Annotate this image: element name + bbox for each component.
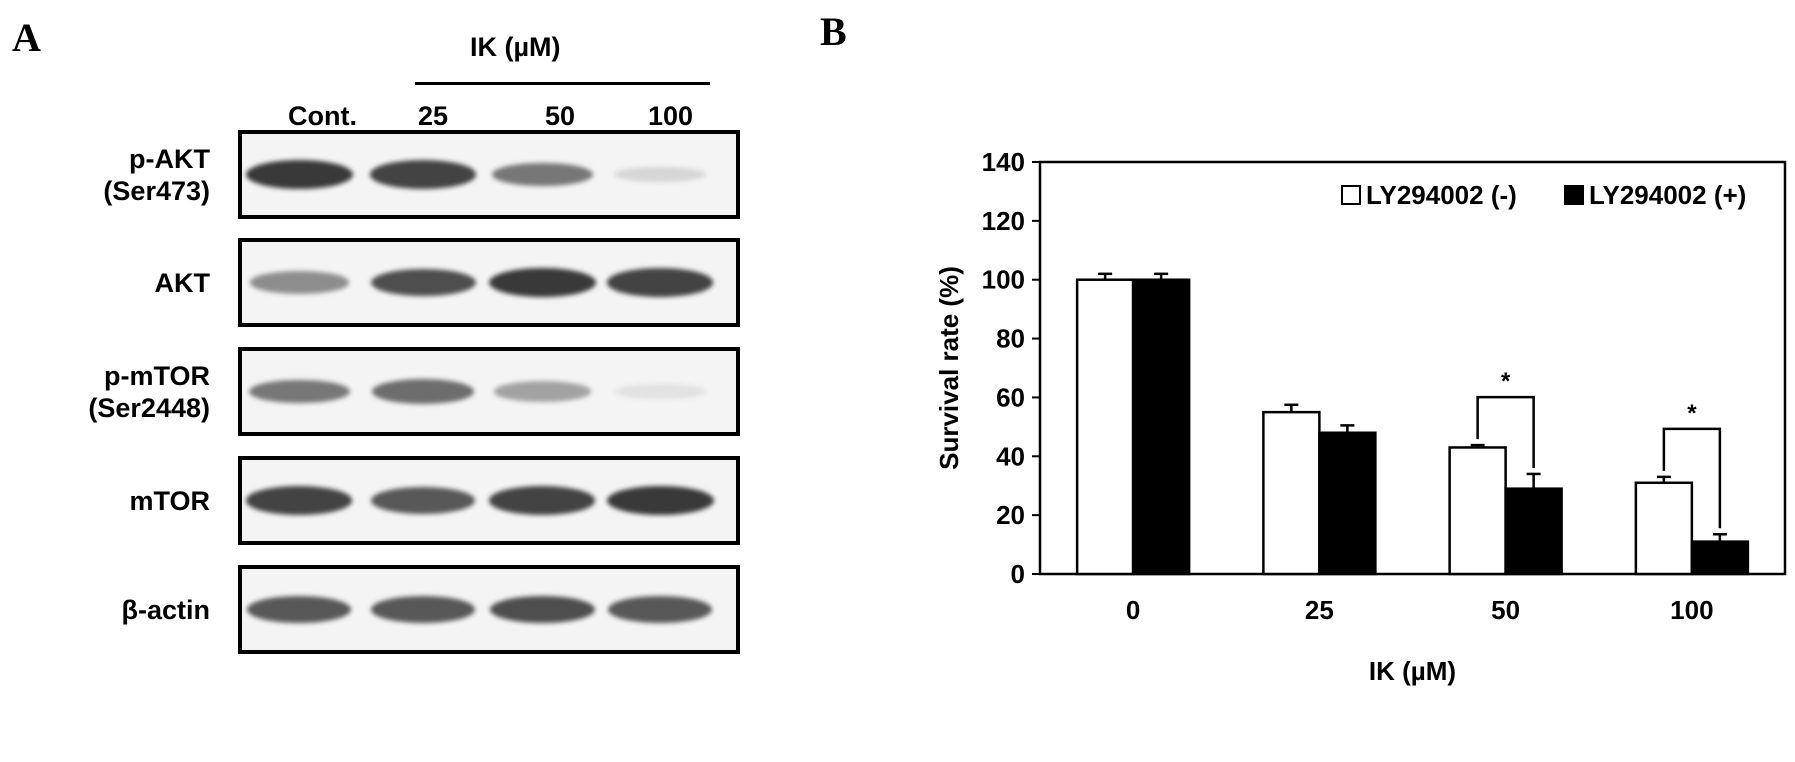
significance-star: * — [1501, 368, 1511, 395]
treatment-bracket-line — [415, 82, 710, 85]
x-axis-label: IK (µM) — [1369, 656, 1456, 686]
blot-row-label-line: (Ser2448) — [88, 392, 210, 423]
lane-label: 100 — [648, 101, 694, 131]
blot-band — [371, 487, 475, 514]
blot-row-label-line: (Ser473) — [103, 175, 210, 206]
significance-star: * — [1687, 400, 1697, 427]
blot-band — [614, 166, 706, 183]
y-tick-label: 80 — [996, 324, 1025, 354]
blot-row-label: mTOR — [0, 485, 210, 517]
blot-band — [614, 384, 706, 399]
bar — [1634, 481, 1694, 576]
bar — [1504, 487, 1563, 576]
bar — [1448, 446, 1507, 576]
y-tick-label: 0 — [1011, 559, 1025, 589]
blot-band — [372, 379, 474, 404]
blot-image — [238, 456, 740, 545]
x-tick-label: 25 — [1305, 595, 1334, 625]
legend-swatch-ly-plus — [1564, 185, 1584, 205]
y-axis-label: Survival rate (%) — [934, 266, 964, 470]
y-tick-label: 140 — [982, 147, 1025, 177]
blot-band — [370, 268, 476, 297]
lane-label: Cont. — [288, 101, 357, 131]
blot-band — [489, 486, 595, 515]
blot-image — [238, 130, 740, 219]
blot-image — [238, 238, 740, 327]
y-tick-label: 20 — [996, 500, 1025, 530]
blot-row-label-line: p-AKT — [129, 143, 210, 174]
y-tick-label: 120 — [982, 206, 1025, 236]
blot-row-label: β-actin — [0, 594, 211, 626]
blot-band — [607, 268, 713, 297]
blot-band — [488, 267, 596, 298]
lane-label: 50 — [545, 101, 576, 131]
blot-row-label-line: AKT — [154, 267, 211, 298]
bar — [1690, 540, 1750, 576]
bar — [1318, 431, 1377, 576]
x-tick-label: 0 — [1126, 595, 1140, 625]
x-tick-label: 100 — [1670, 595, 1713, 625]
blot-band — [489, 595, 595, 624]
panel-a-letter: A — [12, 15, 41, 60]
bar — [1131, 278, 1191, 576]
blot-band — [245, 159, 353, 190]
significance-bracket — [1476, 395, 1535, 468]
legend-label-ly-plus: LY294002 (+) — [1589, 180, 1746, 210]
blot-image — [238, 565, 740, 654]
blot-row-label: p-mTOR (Ser2448) — [0, 360, 210, 425]
blot-row-label-line: mTOR — [129, 485, 210, 516]
legend-label-ly-minus: LY294002 (-) — [1366, 180, 1517, 210]
blot-row-label: p-AKT (Ser473) — [0, 143, 210, 208]
bar — [1262, 410, 1321, 576]
blot-band — [491, 162, 593, 187]
treatment-label: IK (µM) — [470, 32, 561, 62]
lane-label: 25 — [418, 101, 449, 131]
y-tick-label: 100 — [982, 265, 1025, 295]
blot-band — [493, 381, 591, 402]
blot-band — [249, 271, 349, 294]
blot-row-label-line: p-mTOR — [104, 360, 210, 391]
y-tick-label: 60 — [996, 382, 1025, 412]
blot-band — [247, 596, 351, 623]
blot-row-label: AKT — [0, 267, 211, 299]
blot-band — [608, 596, 712, 623]
significance-bracket — [1662, 427, 1722, 529]
bar — [1075, 278, 1135, 576]
plot-frame — [1038, 160, 1787, 576]
blot-image — [238, 347, 740, 436]
blot-band — [606, 485, 714, 516]
blot-row-label-line: β-actin — [121, 594, 211, 625]
y-tick-label: 40 — [996, 441, 1025, 471]
blot-band — [370, 160, 476, 189]
x-tick-label: 50 — [1491, 595, 1520, 625]
panel-b-letter: B — [820, 9, 847, 54]
blot-band — [248, 379, 350, 404]
blot-band — [371, 596, 475, 623]
blot-band — [246, 486, 352, 515]
legend-swatch-ly-minus — [1341, 185, 1361, 205]
